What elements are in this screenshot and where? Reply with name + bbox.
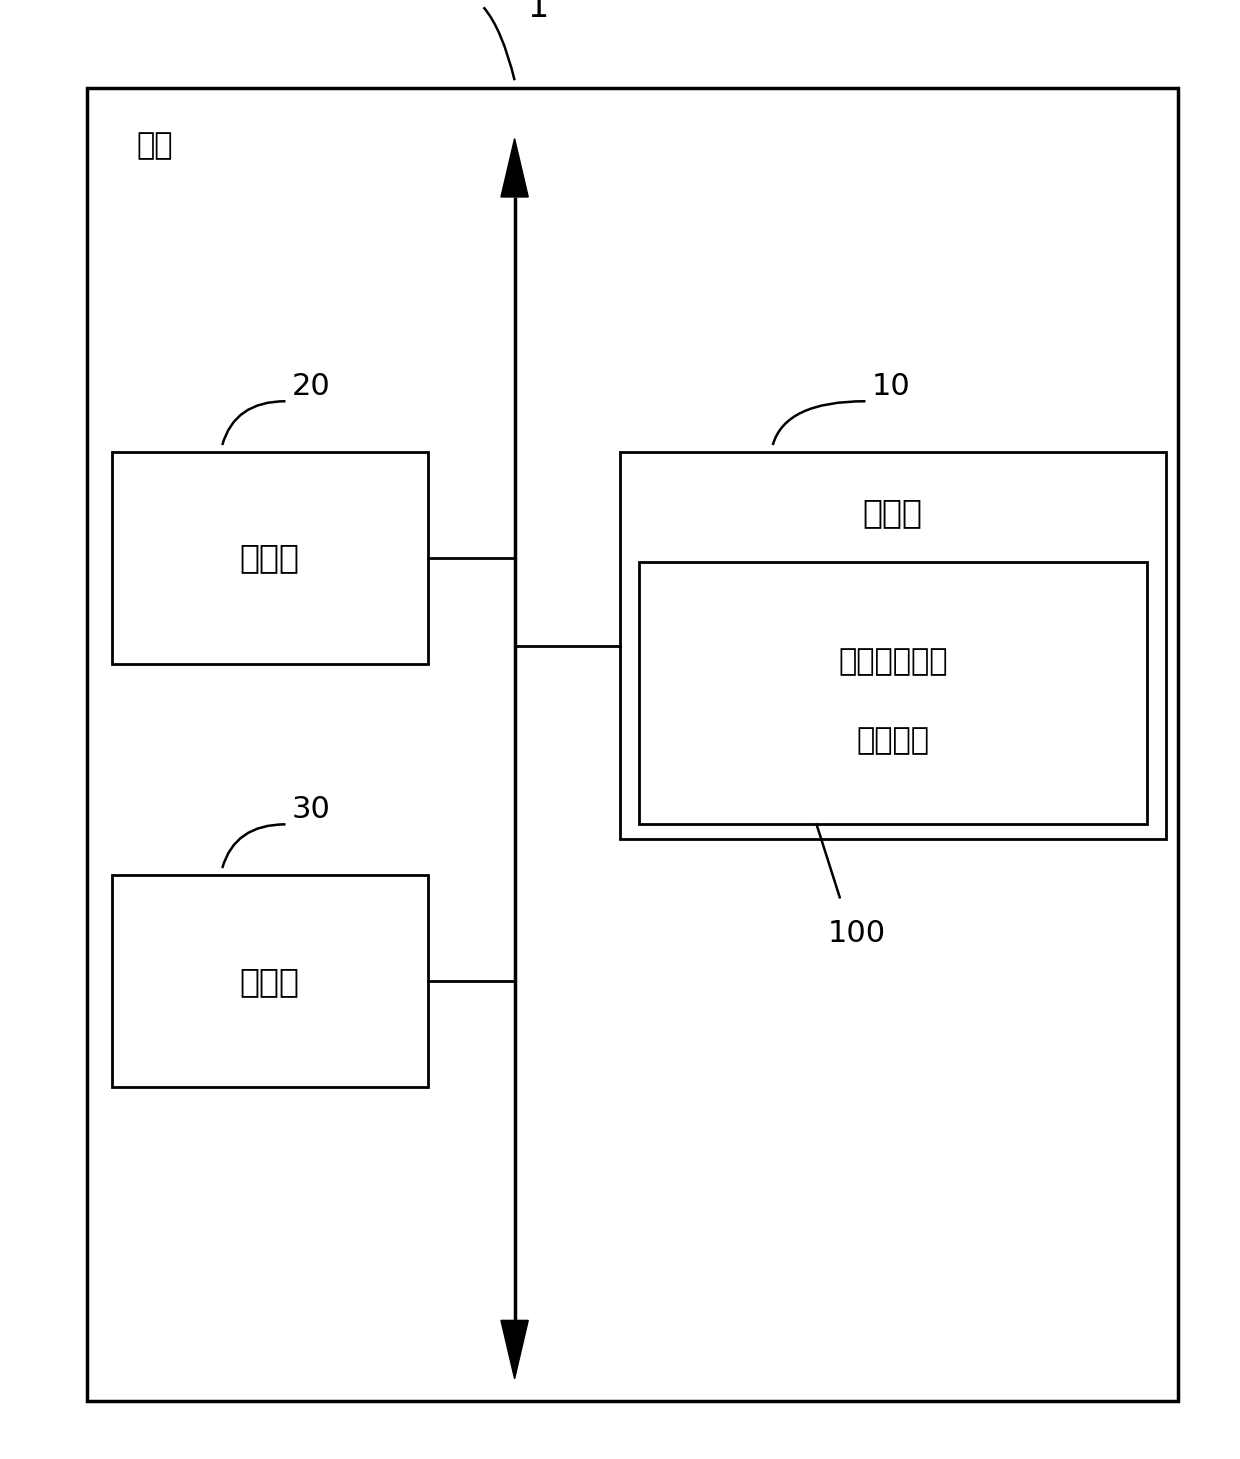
Text: 10: 10 xyxy=(872,372,910,401)
Bar xyxy=(87,88,1178,1401)
Text: 处理器: 处理器 xyxy=(239,964,300,998)
Text: 20: 20 xyxy=(291,372,330,401)
Text: 机械臂的参数: 机械臂的参数 xyxy=(838,646,947,676)
Bar xyxy=(620,452,1166,839)
Text: 100: 100 xyxy=(827,919,885,948)
Text: 30: 30 xyxy=(291,795,331,824)
Text: 显示屏: 显示屏 xyxy=(239,541,300,575)
FancyArrow shape xyxy=(501,1320,528,1379)
Bar xyxy=(639,562,1147,824)
Text: 终端: 终端 xyxy=(136,131,172,160)
Text: 辨识装置: 辨识装置 xyxy=(857,725,929,754)
Text: 存储器: 存储器 xyxy=(863,496,923,530)
FancyArrow shape xyxy=(501,139,528,197)
Text: 1: 1 xyxy=(527,0,548,23)
Bar xyxy=(112,452,428,664)
Bar xyxy=(112,875,428,1087)
